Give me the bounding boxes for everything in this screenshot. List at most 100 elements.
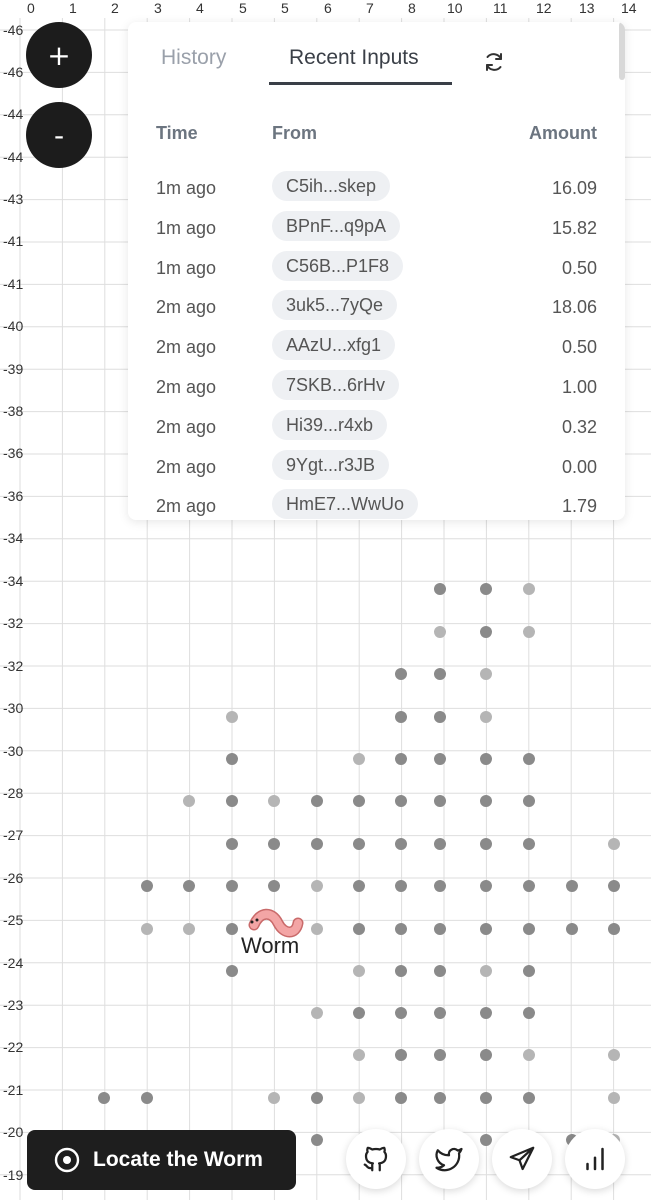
grid-dot <box>141 1092 153 1104</box>
grid-dot <box>434 795 446 807</box>
y-axis-label: -23 <box>3 997 23 1013</box>
grid-dot <box>226 880 238 892</box>
column-header-time: Time <box>156 123 198 143</box>
panel-scrollbar[interactable] <box>619 22 625 80</box>
grid-dot <box>226 711 238 723</box>
grid-dot <box>480 711 492 723</box>
row-amount: 18.06 <box>551 297 597 318</box>
row-amount: 0.50 <box>561 257 597 278</box>
zoom-in-label: + <box>47 38 71 72</box>
grid-dot <box>353 1007 365 1019</box>
y-axis-label: -32 <box>3 658 23 674</box>
y-axis-label: -46 <box>3 64 23 80</box>
list-item[interactable]: 2m ago HmE7...WwUo 1.79 <box>128 488 625 520</box>
x-axis-label: 1 <box>69 0 77 16</box>
y-axis-label: -28 <box>3 785 23 801</box>
y-axis-label: -27 <box>3 827 23 843</box>
row-from-address[interactable]: C56B...P1F8 <box>272 250 404 281</box>
y-axis-label: -34 <box>3 530 23 546</box>
grid-dot <box>395 795 407 807</box>
grid-dot <box>353 1092 365 1104</box>
grid-dot <box>434 880 446 892</box>
grid-dot <box>480 838 492 850</box>
row-time: 2m ago <box>156 297 217 318</box>
grid-dot <box>353 965 365 977</box>
y-axis-label: -19 <box>3 1167 23 1183</box>
grid-dot <box>353 880 365 892</box>
list-item[interactable]: 1m ago C5ih...skep 16.09 <box>128 170 625 210</box>
grid-dot <box>434 668 446 680</box>
grid-dot <box>311 795 323 807</box>
worm-icon[interactable] <box>240 905 310 941</box>
zoom-in-button[interactable]: + <box>26 22 92 88</box>
y-axis-label: -30 <box>3 700 23 716</box>
zoom-out-button[interactable]: - <box>26 102 92 168</box>
grid-dot <box>523 838 535 850</box>
grid-dot <box>523 626 535 638</box>
stats-button[interactable] <box>565 1129 625 1189</box>
row-from-address[interactable]: BPnF...q9pA <box>272 210 401 241</box>
grid-dot <box>226 923 238 935</box>
telegram-button[interactable] <box>492 1129 552 1189</box>
list-item[interactable]: 2m ago 7SKB...6rHv 1.00 <box>128 369 625 409</box>
y-axis-label: -39 <box>3 361 23 377</box>
github-button[interactable] <box>346 1129 406 1189</box>
tab-recent-inputs[interactable]: Recent Inputs <box>289 46 419 69</box>
list-item[interactable]: 2m ago 9Ygt...r3JB 0.00 <box>128 449 625 489</box>
grid-dot <box>480 1049 492 1061</box>
row-time: 2m ago <box>156 416 217 437</box>
grid-dot <box>480 583 492 595</box>
y-axis-label: -32 <box>3 615 23 631</box>
row-from-address[interactable]: 3uk5...7yQe <box>272 290 398 321</box>
x-axis-label: 8 <box>408 0 416 16</box>
y-axis-label: -44 <box>3 149 23 165</box>
twitter-button[interactable] <box>419 1129 479 1189</box>
grid-dot <box>395 965 407 977</box>
grid-dot <box>395 668 407 680</box>
list-item[interactable]: 2m ago AAzU...xfg1 0.50 <box>128 329 625 369</box>
grid-dot <box>434 626 446 638</box>
row-time: 2m ago <box>156 337 217 358</box>
x-axis-label: 7 <box>366 0 374 16</box>
list-item[interactable]: 2m ago Hi39...r4xb 0.32 <box>128 409 625 449</box>
row-from-address[interactable]: C5ih...skep <box>272 171 391 201</box>
recent-inputs-panel: History Recent Inputs Time From Amount 1… <box>128 22 625 520</box>
grid-dot <box>98 1092 110 1104</box>
refresh-icon[interactable] <box>482 50 506 74</box>
grid-dot <box>523 1049 535 1061</box>
grid-dot <box>395 923 407 935</box>
y-axis-label: -34 <box>3 573 23 589</box>
row-from-address[interactable]: 7SKB...6rHv <box>272 370 400 400</box>
list-item[interactable]: 1m ago BPnF...q9pA 15.82 <box>128 210 625 250</box>
grid-dot <box>480 1134 492 1146</box>
row-amount: 1.79 <box>561 496 597 517</box>
y-axis-label: -22 <box>3 1039 23 1055</box>
x-axis-label: 3 <box>154 0 162 16</box>
grid-dot <box>608 880 620 892</box>
grid-dot <box>311 880 323 892</box>
grid-dot <box>480 880 492 892</box>
x-axis-label: 14 <box>621 0 637 16</box>
grid-dot <box>480 923 492 935</box>
locate-worm-button[interactable]: Locate the Worm <box>27 1130 296 1190</box>
row-from-address[interactable]: 9Ygt...r3JB <box>272 449 390 480</box>
x-axis-label: 11 <box>493 0 508 16</box>
grid-dot <box>434 583 446 595</box>
list-item[interactable]: 2m ago 3uk5...7yQe 18.06 <box>128 289 625 329</box>
row-from-address[interactable]: AAzU...xfg1 <box>272 330 396 361</box>
grid-dot <box>395 1049 407 1061</box>
grid-dot <box>311 1092 323 1104</box>
list-item[interactable]: 1m ago C56B...P1F8 0.50 <box>128 250 625 290</box>
grid-dot <box>480 1007 492 1019</box>
grid-dot <box>523 965 535 977</box>
grid-dot <box>141 880 153 892</box>
grid-dot <box>566 923 578 935</box>
tab-history[interactable]: History <box>161 46 227 69</box>
grid-dot <box>480 965 492 977</box>
y-axis-label: -38 <box>3 403 23 419</box>
x-axis-label: 4 <box>196 0 204 16</box>
grid-dot <box>523 795 535 807</box>
row-from-address[interactable]: HmE7...WwUo <box>272 489 419 520</box>
grid-dot <box>566 880 578 892</box>
row-from-address[interactable]: Hi39...r4xb <box>272 409 388 440</box>
